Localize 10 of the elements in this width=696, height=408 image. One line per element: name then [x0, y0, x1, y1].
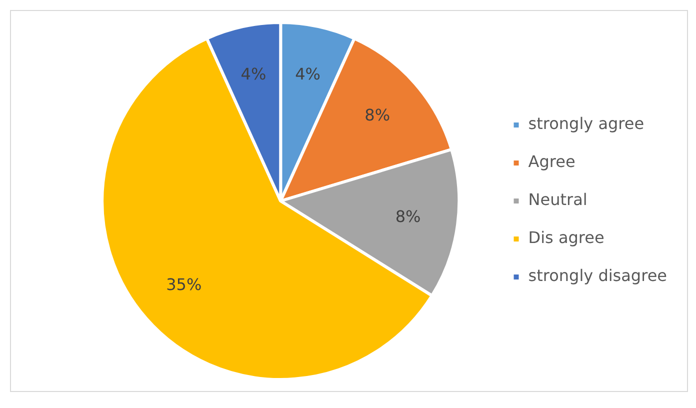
legend-label: strongly agree: [528, 114, 644, 134]
data-label: 4%: [240, 64, 266, 84]
legend-label: Dis agree: [528, 228, 604, 248]
legend-label: Agree: [528, 152, 576, 172]
legend-label: strongly disagree: [528, 266, 667, 286]
data-label: 8%: [364, 106, 390, 125]
data-label: 8%: [395, 207, 421, 226]
legend-label: Neutral: [528, 190, 588, 210]
data-label: 4%: [295, 64, 320, 84]
data-label: 35%: [166, 274, 202, 294]
